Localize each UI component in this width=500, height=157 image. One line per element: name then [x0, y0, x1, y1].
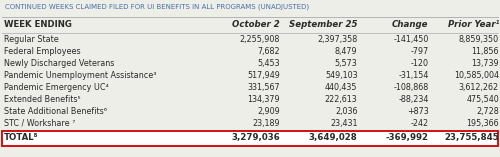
Text: 23,755,845: 23,755,845 [444, 133, 499, 142]
Text: -141,450: -141,450 [393, 35, 428, 44]
Text: 222,613: 222,613 [325, 95, 358, 104]
Text: Prior Year¹: Prior Year¹ [448, 20, 499, 29]
Text: Change: Change [392, 20, 428, 29]
Text: +873: +873 [407, 107, 428, 116]
Text: 13,739: 13,739 [472, 59, 499, 68]
Text: 2,397,358: 2,397,358 [318, 35, 358, 44]
Text: 2,909: 2,909 [257, 107, 280, 116]
Text: 2,728: 2,728 [476, 107, 499, 116]
Text: -120: -120 [410, 59, 428, 68]
Text: October 2: October 2 [232, 20, 280, 29]
Text: Extended Benefits⁵: Extended Benefits⁵ [4, 95, 80, 104]
Text: 2,036: 2,036 [335, 107, 357, 116]
Text: Newly Discharged Veterans: Newly Discharged Veterans [4, 59, 114, 68]
Text: 11,856: 11,856 [472, 47, 499, 56]
Text: Pandemic Unemployment Assistance³: Pandemic Unemployment Assistance³ [4, 71, 156, 80]
Text: 3,279,036: 3,279,036 [231, 133, 280, 142]
Text: -797: -797 [410, 47, 428, 56]
Text: -369,992: -369,992 [386, 133, 428, 142]
Text: Pandemic Emergency UC⁴: Pandemic Emergency UC⁴ [4, 83, 109, 92]
Text: 23,189: 23,189 [252, 119, 280, 128]
Bar [2, 131, 498, 146]
Text: 195,366: 195,366 [466, 119, 499, 128]
Text: 331,567: 331,567 [248, 83, 280, 92]
Text: -242: -242 [410, 119, 428, 128]
Text: 440,435: 440,435 [325, 83, 358, 92]
Text: 134,379: 134,379 [248, 95, 280, 104]
Text: 5,573: 5,573 [335, 59, 357, 68]
Text: -108,868: -108,868 [393, 83, 428, 92]
Text: Regular State: Regular State [4, 35, 59, 44]
Text: 3,612,262: 3,612,262 [459, 83, 499, 92]
Text: 517,949: 517,949 [247, 71, 280, 80]
Text: TOTAL⁸: TOTAL⁸ [4, 133, 38, 142]
Text: 549,103: 549,103 [325, 71, 358, 80]
Text: 2,255,908: 2,255,908 [240, 35, 280, 44]
Text: 10,585,004: 10,585,004 [454, 71, 499, 80]
Text: State Additional Benefits⁶: State Additional Benefits⁶ [4, 107, 107, 116]
Text: Federal Employees: Federal Employees [4, 47, 80, 56]
Text: -88,234: -88,234 [398, 95, 428, 104]
Text: -31,154: -31,154 [398, 71, 428, 80]
Text: 5,453: 5,453 [258, 59, 280, 68]
Text: 8,479: 8,479 [335, 47, 357, 56]
Text: CONTINUED WEEKS CLAIMED FILED FOR UI BENEFITS IN ALL PROGRAMS (UNADJUSTED): CONTINUED WEEKS CLAIMED FILED FOR UI BEN… [5, 4, 309, 11]
Text: 475,540: 475,540 [466, 95, 499, 104]
Text: September 25: September 25 [289, 20, 358, 29]
Text: WEEK ENDING: WEEK ENDING [4, 20, 72, 29]
Text: 8,859,350: 8,859,350 [459, 35, 499, 44]
Text: 7,682: 7,682 [258, 47, 280, 56]
Text: 3,649,028: 3,649,028 [309, 133, 358, 142]
Text: 23,431: 23,431 [330, 119, 357, 128]
Text: STC / Workshare ⁷: STC / Workshare ⁷ [4, 119, 76, 128]
